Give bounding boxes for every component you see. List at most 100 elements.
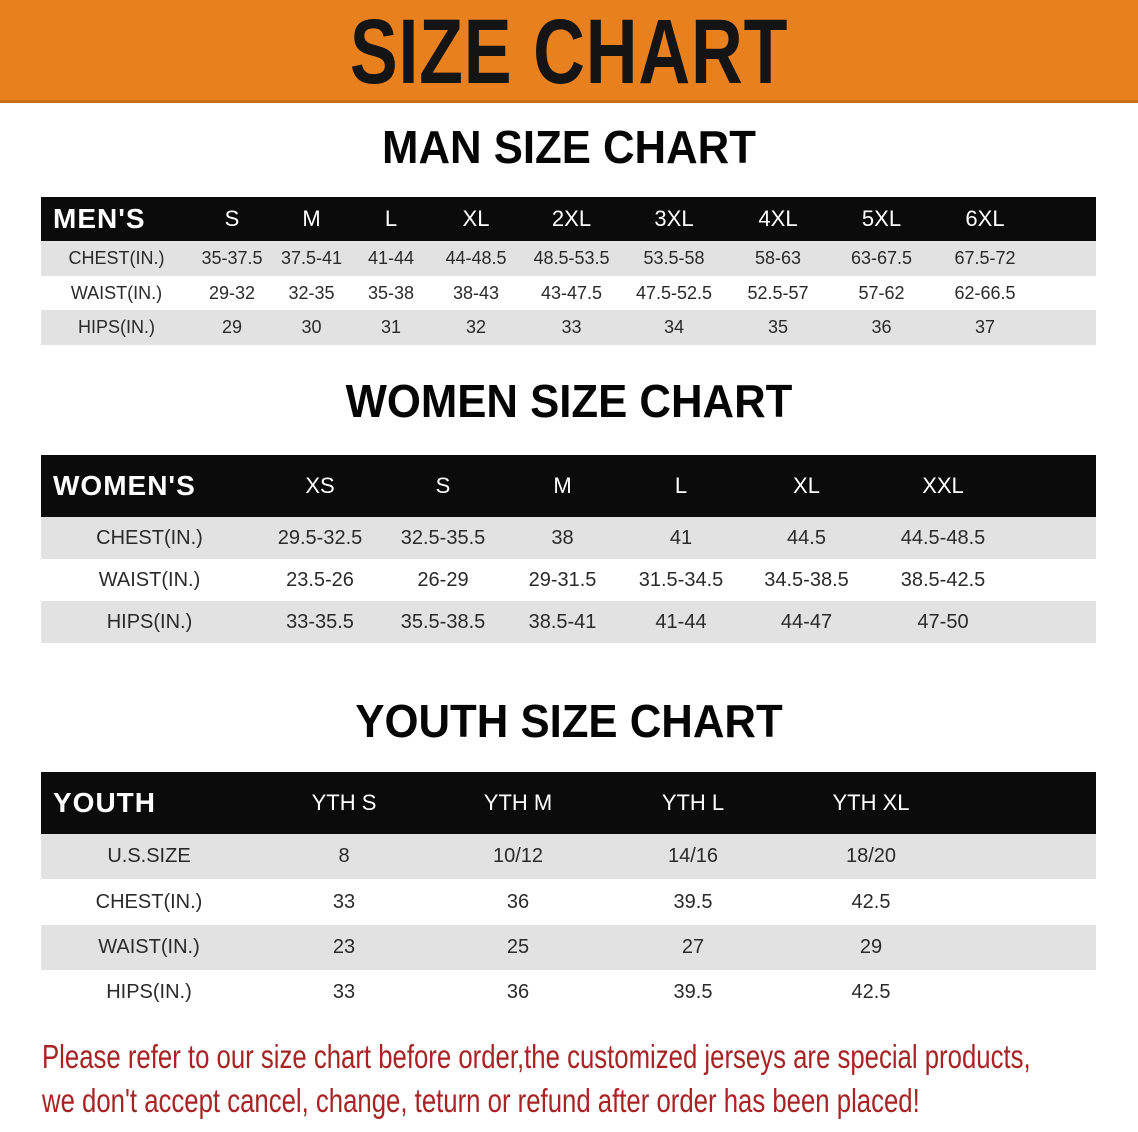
size-header: 4XL [726, 197, 830, 241]
row-label: HIPS(IN.) [41, 601, 258, 643]
measurement-cell: 38-43 [431, 276, 521, 310]
measurement-cell: 29 [781, 925, 961, 970]
empty-cell [1014, 559, 1096, 601]
measurement-cell: 31.5-34.5 [621, 559, 741, 601]
size-header: M [272, 197, 351, 241]
men-size-table: MEN'S S M L XL 2XL 3XL 4XL 5XL 6XL CHEST(IN.) 35-37… [41, 197, 1096, 345]
measurement-cell: 32-35 [272, 276, 351, 310]
size-header: 5XL [830, 197, 933, 241]
women-size-table: WOMEN'S XS S M L XL XXL CHEST(IN.) 29.5-32.5 32.5… [41, 455, 1096, 643]
table-row: WAIST(IN.) 29-32 32-35 35-38 38-43 43-47.5 47.… [41, 276, 1096, 310]
measurement-cell: 33 [257, 970, 431, 1015]
measurement-cell: 58-63 [726, 241, 830, 276]
measurement-cell: 30 [272, 310, 351, 345]
empty-cell [961, 970, 1096, 1015]
measurement-cell: 41-44 [621, 601, 741, 643]
measurement-cell: 41-44 [351, 241, 431, 276]
empty-cell [961, 772, 1096, 834]
measurement-cell: 63-67.5 [830, 241, 933, 276]
measurement-cell: 29 [192, 310, 272, 345]
row-label: CHEST(IN.) [41, 241, 192, 276]
measurement-cell: 41 [621, 517, 741, 559]
title-banner: SIZE CHART [0, 0, 1138, 103]
measurement-cell: 52.5-57 [726, 276, 830, 310]
empty-cell [1014, 455, 1096, 517]
measurement-cell: 34.5-38.5 [741, 559, 872, 601]
row-label: WAIST(IN.) [41, 925, 257, 970]
size-header: XL [741, 455, 872, 517]
table-row: HIPS(IN.) 29 30 31 32 33 34 35 36 37 [41, 310, 1096, 345]
row-label: CHEST(IN.) [41, 879, 257, 925]
measurement-cell: 44.5-48.5 [872, 517, 1014, 559]
header-row: MEN'S S M L XL 2XL 3XL 4XL 5XL 6XL [41, 197, 1096, 241]
order-note-line-2: we don't accept cancel, change, teturn o… [42, 1082, 920, 1119]
measurement-cell: 38 [504, 517, 621, 559]
measurement-cell: 23 [257, 925, 431, 970]
size-header: YTH XL [781, 772, 961, 834]
measurement-cell: 37.5-41 [272, 241, 351, 276]
size-header: YTH M [431, 772, 605, 834]
measurement-cell: 53.5-58 [622, 241, 726, 276]
measurement-cell: 47.5-52.5 [622, 276, 726, 310]
measurement-cell: 31 [351, 310, 431, 345]
measurement-cell: 27 [605, 925, 781, 970]
measurement-cell: 38.5-42.5 [872, 559, 1014, 601]
size-header: YTH S [257, 772, 431, 834]
table-row: HIPS(IN.) 33-35.5 35.5-38.5 38.5-41 41-44 44-… [41, 601, 1096, 643]
measurement-cell: 44-47 [741, 601, 872, 643]
size-header: L [351, 197, 431, 241]
measurement-cell: 48.5-53.5 [521, 241, 622, 276]
size-header: M [504, 455, 621, 517]
measurement-cell: 33 [521, 310, 622, 345]
measurement-cell: 32.5-35.5 [382, 517, 504, 559]
size-header: S [382, 455, 504, 517]
measurement-cell: 33 [257, 879, 431, 925]
measurement-cell: 35.5-38.5 [382, 601, 504, 643]
measurement-cell: 62-66.5 [933, 276, 1037, 310]
order-note-line-1: Please refer to our size chart before or… [42, 1038, 1031, 1075]
size-header: S [192, 197, 272, 241]
measurement-cell: 32 [431, 310, 521, 345]
empty-cell [1014, 601, 1096, 643]
row-label: WAIST(IN.) [41, 276, 192, 310]
empty-cell [961, 834, 1096, 879]
measurement-cell: 29-31.5 [504, 559, 621, 601]
table-row: HIPS(IN.) 33 36 39.5 42.5 [41, 970, 1096, 1015]
table-row: U.S.SIZE 8 10/12 14/16 18/20 [41, 834, 1096, 879]
women-section-title: WOMEN SIZE CHART [345, 375, 793, 427]
measurement-cell: 8 [257, 834, 431, 879]
measurement-cell: 29-32 [192, 276, 272, 310]
measurement-cell: 38.5-41 [504, 601, 621, 643]
size-header: XL [431, 197, 521, 241]
page-title: SIZE CHART [349, 1, 789, 103]
measurement-cell: 25 [431, 925, 605, 970]
measurement-cell: 26-29 [382, 559, 504, 601]
youth-size-table: YOUTH YTH S YTH M YTH L YTH XL U.S.SIZE 8 10/12… [41, 772, 1096, 1015]
measurement-cell: 39.5 [605, 879, 781, 925]
header-row: YOUTH YTH S YTH M YTH L YTH XL [41, 772, 1096, 834]
empty-cell [1037, 310, 1096, 345]
measurement-cell: 18/20 [781, 834, 961, 879]
table-row: WAIST(IN.) 23.5-26 26-29 29-31.5 31.5-34.5 34… [41, 559, 1096, 601]
measurement-cell: 42.5 [781, 970, 961, 1015]
row-label: HIPS(IN.) [41, 970, 257, 1015]
measurement-cell: 43-47.5 [521, 276, 622, 310]
table-row: CHEST(IN.) 33 36 39.5 42.5 [41, 879, 1096, 925]
table-corner-label: YOUTH [41, 772, 257, 834]
measurement-cell: 44-48.5 [431, 241, 521, 276]
empty-cell [1037, 197, 1096, 241]
measurement-cell: 10/12 [431, 834, 605, 879]
measurement-cell: 35-38 [351, 276, 431, 310]
measurement-cell: 23.5-26 [258, 559, 382, 601]
table-corner-label: MEN'S [41, 197, 192, 241]
measurement-cell: 29.5-32.5 [258, 517, 382, 559]
measurement-cell: 33-35.5 [258, 601, 382, 643]
measurement-cell: 37 [933, 310, 1037, 345]
measurement-cell: 42.5 [781, 879, 961, 925]
measurement-cell: 67.5-72 [933, 241, 1037, 276]
measurement-cell: 35-37.5 [192, 241, 272, 276]
empty-cell [1037, 276, 1096, 310]
measurement-cell: 57-62 [830, 276, 933, 310]
measurement-cell: 36 [431, 970, 605, 1015]
size-header: XS [258, 455, 382, 517]
